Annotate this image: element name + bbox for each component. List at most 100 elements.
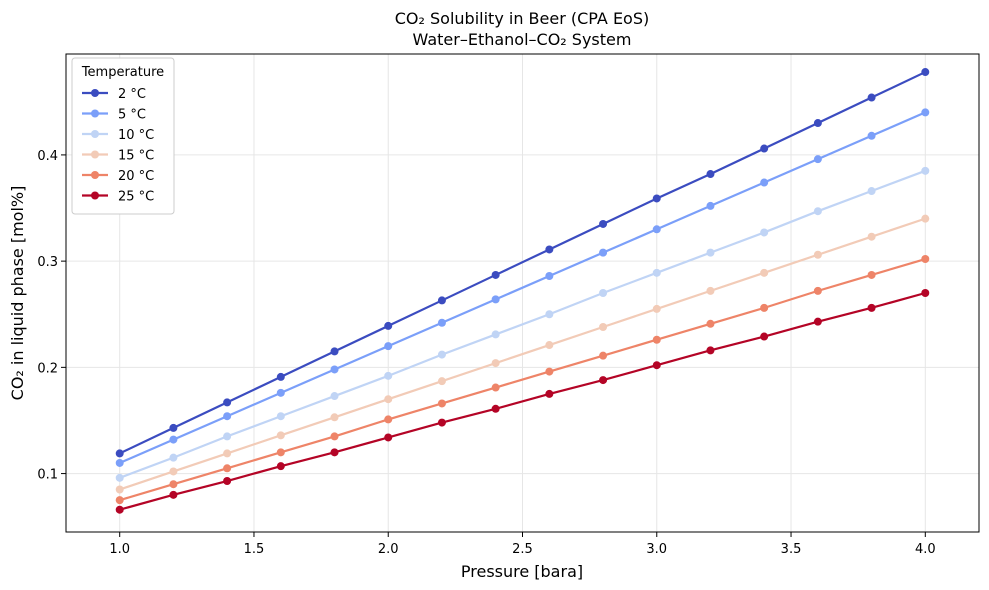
data-point <box>867 232 876 241</box>
data-point <box>437 350 446 359</box>
x-tick-label: 2.0 <box>378 542 399 557</box>
x-tick-label: 4.0 <box>915 542 936 557</box>
x-tick-label: 3.0 <box>646 542 667 557</box>
legend-item: 2 °C <box>82 87 146 102</box>
legend-marker <box>91 150 99 159</box>
data-point <box>330 448 339 457</box>
data-point <box>921 68 930 77</box>
data-point <box>760 303 769 312</box>
data-point <box>169 423 178 432</box>
data-point <box>491 404 500 413</box>
data-point <box>169 467 178 476</box>
legend-marker <box>91 171 99 179</box>
data-point <box>115 505 124 514</box>
data-point <box>652 225 661 234</box>
data-point <box>867 131 876 140</box>
series-2-c <box>115 68 930 458</box>
data-point <box>867 187 876 196</box>
data-point <box>223 398 232 407</box>
data-point <box>706 286 715 295</box>
legend-label: 25 °C <box>118 190 154 205</box>
data-point <box>921 255 930 264</box>
series-layer <box>115 68 930 514</box>
data-point <box>545 341 554 350</box>
data-point <box>921 108 930 117</box>
data-point <box>330 365 339 374</box>
data-point <box>599 351 608 360</box>
series-line <box>119 217 926 491</box>
legend-label: 5 °C <box>118 108 146 123</box>
data-point <box>437 318 446 327</box>
y-tick-label: 0.3 <box>37 255 58 270</box>
data-point <box>276 372 285 381</box>
data-point <box>115 449 124 458</box>
legend-marker <box>91 191 99 200</box>
data-point <box>599 376 608 385</box>
data-point <box>813 155 822 164</box>
y-axis: 0.1 0.2 0.3 0.4 <box>37 149 66 483</box>
data-point <box>652 194 661 203</box>
series-5-c <box>115 108 930 467</box>
data-point <box>330 432 339 441</box>
data-point <box>330 413 339 422</box>
x-axis: 1.0 1.5 2.0 2.5 3.0 3.5 4.0 <box>109 532 936 557</box>
legend-item: 5 °C <box>82 108 146 123</box>
data-point <box>384 395 393 404</box>
data-point <box>169 480 178 489</box>
data-point <box>437 377 446 386</box>
data-point <box>867 303 876 312</box>
legend: Temperature 2 °C 5 °C 10 °C 15 °C 20 °C 25 °C <box>71 57 175 215</box>
data-point <box>491 359 500 368</box>
data-point <box>813 207 822 216</box>
data-point <box>223 449 232 458</box>
data-point <box>813 317 822 326</box>
data-point <box>760 144 769 153</box>
legend-item: 15 °C <box>82 149 154 164</box>
data-point <box>921 214 930 223</box>
data-point <box>652 361 661 370</box>
data-point <box>599 289 608 297</box>
data-point <box>760 332 769 341</box>
data-point <box>384 321 393 330</box>
data-point <box>384 415 393 424</box>
data-point <box>491 383 500 392</box>
data-point <box>706 319 715 328</box>
data-point <box>867 270 876 279</box>
data-point <box>813 286 822 295</box>
data-point <box>652 304 661 313</box>
data-point <box>545 389 554 398</box>
data-point <box>115 458 124 467</box>
legend-title: Temperature <box>81 65 164 80</box>
data-point <box>491 330 500 339</box>
y-tick-label: 0.1 <box>37 468 58 483</box>
data-point <box>545 272 554 281</box>
data-point <box>652 268 661 277</box>
data-point <box>921 289 930 297</box>
data-point <box>276 412 285 421</box>
data-point <box>223 412 232 421</box>
x-axis-title: Pressure [bara] <box>461 562 583 581</box>
series-line <box>119 71 926 455</box>
data-point <box>599 248 608 257</box>
data-point <box>545 310 554 319</box>
legend-item: 10 °C <box>82 128 154 143</box>
series-line <box>119 111 926 464</box>
x-tick-label: 3.5 <box>781 542 802 557</box>
data-point <box>276 388 285 397</box>
data-point <box>599 322 608 331</box>
data-point <box>867 93 876 102</box>
chart-subtitle: Water–Ethanol–CO₂ System <box>413 30 632 49</box>
data-point <box>223 432 232 441</box>
data-point <box>706 170 715 179</box>
legend-marker <box>91 130 99 138</box>
data-point <box>276 448 285 457</box>
legend-marker <box>91 109 99 118</box>
data-point <box>437 418 446 427</box>
data-point <box>330 392 339 401</box>
chart-title: CO₂ Solubility in Beer (CPA EoS) <box>395 9 649 28</box>
data-point <box>813 119 822 128</box>
legend-label: 20 °C <box>118 169 154 184</box>
data-point <box>760 178 769 187</box>
series-10-c <box>115 166 930 482</box>
